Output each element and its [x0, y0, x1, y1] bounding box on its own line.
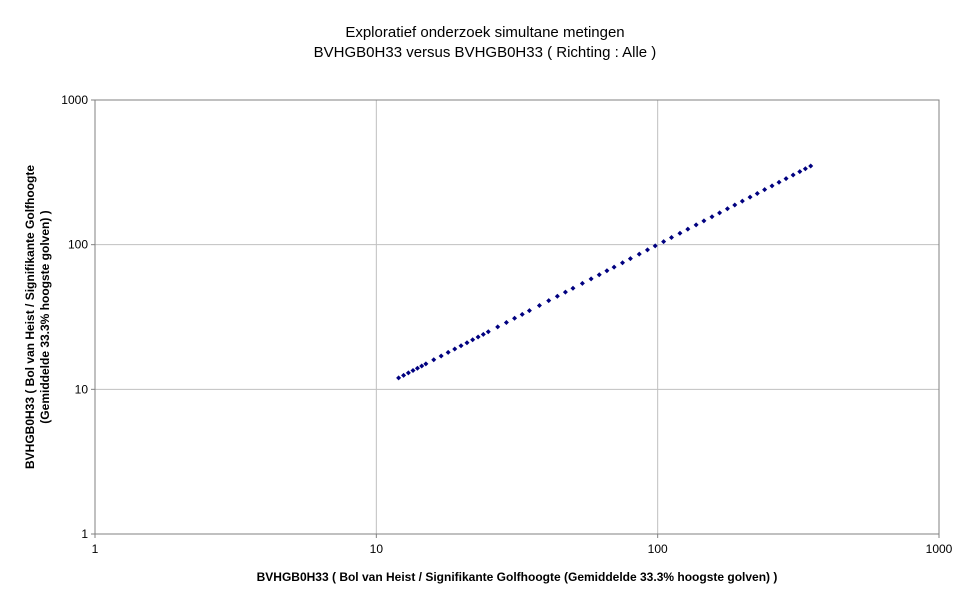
data-point — [739, 198, 745, 204]
y-tick-label: 1 — [81, 527, 88, 541]
data-point — [464, 340, 470, 346]
data-point — [588, 276, 594, 282]
x-tick-label: 100 — [648, 542, 668, 556]
x-tick-label: 1000 — [926, 542, 953, 556]
data-point — [596, 272, 602, 278]
plot-border — [94, 99, 940, 535]
data-point — [661, 239, 667, 245]
chart-subtitle: BVHGB0H33 versus BVHGB0H33 ( Richting : … — [314, 44, 657, 61]
data-point — [546, 298, 552, 304]
x-tick-label: 10 — [370, 542, 384, 556]
data-point — [438, 353, 444, 359]
data-point — [762, 187, 768, 193]
data-point — [797, 169, 803, 175]
data-point — [636, 251, 642, 257]
data-point — [652, 243, 658, 249]
data-point — [709, 214, 715, 220]
data-point — [611, 264, 617, 270]
data-point — [431, 357, 437, 363]
data-point — [693, 222, 699, 228]
plot-area — [95, 100, 939, 534]
data-point — [669, 235, 675, 241]
data-point — [470, 337, 476, 343]
data-point — [452, 346, 458, 352]
data-point — [495, 324, 501, 330]
data-point — [769, 183, 775, 189]
x-tick-label: 1 — [92, 542, 99, 556]
y-axis-label: (Gemiddelde 33.3% hoogste golven) ) — [38, 210, 52, 423]
y-tick-label: 1000 — [61, 93, 88, 107]
data-point — [405, 370, 411, 376]
data-point — [620, 260, 626, 266]
y-tick-label: 10 — [75, 382, 89, 396]
data-point — [410, 367, 416, 373]
data-point — [724, 206, 730, 212]
data-point — [790, 172, 796, 178]
data-point — [732, 202, 738, 208]
data-point — [808, 163, 814, 169]
data-point — [754, 190, 760, 196]
data-point — [519, 311, 525, 317]
data-point — [747, 194, 753, 200]
data-point — [802, 166, 808, 172]
data-point — [627, 256, 633, 262]
data-point — [579, 280, 585, 286]
data-point — [423, 361, 429, 367]
data-point — [458, 343, 464, 349]
y-tick-label: 100 — [68, 238, 88, 252]
data-point — [485, 329, 491, 335]
data-point — [503, 319, 509, 325]
chart-title: Exploratief onderzoek simultane metingen — [345, 24, 624, 41]
data-point — [717, 210, 723, 216]
x-axis-label: BVHGB0H33 ( Bol van Heist / Signifikante… — [257, 570, 778, 584]
data-point — [475, 334, 481, 340]
data-point — [480, 331, 486, 337]
data-point — [562, 289, 568, 295]
data-point — [604, 268, 610, 274]
data-point — [677, 230, 683, 236]
data-point — [419, 363, 425, 369]
data-point — [685, 226, 691, 232]
data-point — [554, 293, 560, 299]
data-point — [701, 218, 707, 224]
data-point — [401, 372, 407, 378]
data-point — [526, 308, 532, 314]
data-point — [776, 179, 782, 185]
data-point — [414, 365, 420, 371]
data-point — [570, 285, 576, 291]
y-axis-label: BVHGB0H33 ( Bol van Heist / Signifikante… — [23, 165, 37, 469]
data-point — [396, 375, 402, 381]
data-point — [512, 315, 518, 321]
data-point — [445, 349, 451, 355]
data-point — [536, 302, 542, 308]
data-point — [783, 176, 789, 182]
data-point — [644, 247, 650, 253]
